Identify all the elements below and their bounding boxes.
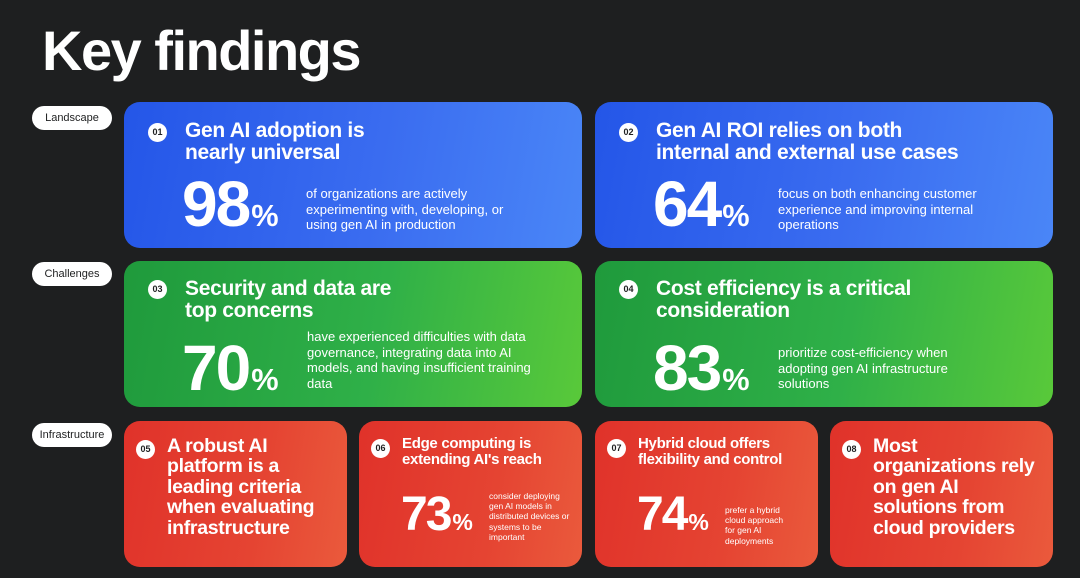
finding-card-07: 07 Hybrid cloud offers flexibility and c…	[595, 421, 818, 567]
finding-card-06: 06 Edge computing is extending AI's reac…	[359, 421, 582, 567]
finding-number-badge: 02	[619, 123, 638, 142]
finding-card-05: 05 A robust AI platform is a leading cri…	[124, 421, 347, 567]
finding-stat: 73%	[401, 491, 473, 539]
finding-title-line: consideration	[656, 299, 790, 323]
stat-value: 73	[401, 488, 452, 541]
stat-value: 98	[182, 168, 251, 240]
finding-stat: 70%	[182, 336, 279, 400]
finding-title-line: Gen AI adoption is	[185, 119, 365, 142]
finding-title-line: Cost efficiency is a critical	[656, 277, 912, 300]
finding-description: have experienced difficulties with data …	[307, 329, 531, 391]
stat-unit: %	[722, 198, 750, 233]
finding-stat: 64%	[653, 172, 750, 236]
finding-title: Hybrid cloud offers flexibility and cont…	[638, 435, 782, 468]
finding-title-line: internal and external use cases	[656, 141, 959, 165]
finding-card-01: 01 Gen AI adoption is nearly universal 9…	[124, 102, 582, 248]
finding-title-line: top concerns	[185, 299, 314, 323]
finding-description: prefer a hybrid cloud approach for gen A…	[725, 505, 784, 546]
section-label-landscape: Landscape	[32, 106, 112, 130]
finding-title: Gen AI adoption is nearly universal	[185, 119, 365, 165]
finding-title: A robust AI platform is a leading criter…	[167, 435, 315, 539]
finding-title-line: Gen AI ROI relies on both	[656, 119, 903, 142]
stat-value: 64	[653, 168, 722, 240]
stat-value: 74	[637, 488, 688, 541]
finding-title-line: nearly universal	[185, 141, 341, 165]
finding-card-04: 04 Cost efficiency is a critical conside…	[595, 261, 1053, 407]
finding-stat: 98%	[182, 172, 279, 236]
stat-unit: %	[688, 509, 709, 535]
page-title: Key findings	[42, 19, 362, 82]
section-label-challenges: Challenges	[32, 262, 112, 286]
stat-unit: %	[251, 362, 279, 397]
finding-number-badge: 08	[842, 440, 861, 459]
finding-title: Most organizations rely on gen AI soluti…	[873, 435, 1035, 539]
stat-unit: %	[722, 362, 750, 397]
finding-stat: 83%	[653, 336, 750, 400]
finding-card-03: 03 Security and data are top concerns 70…	[124, 261, 582, 407]
stat-unit: %	[452, 509, 473, 535]
finding-title-line: Security and data are	[185, 277, 392, 300]
finding-title: Security and data are top concerns	[185, 277, 392, 323]
stat-value: 70	[182, 332, 251, 404]
finding-number-badge: 07	[607, 439, 626, 458]
stat-value: 83	[653, 332, 722, 404]
finding-title: Gen AI ROI relies on both internal and e…	[656, 119, 959, 165]
finding-number-badge: 05	[136, 440, 155, 459]
section-label-infrastructure: Infrastructure	[32, 423, 112, 447]
finding-card-02: 02 Gen AI ROI relies on both internal an…	[595, 102, 1053, 248]
finding-number-badge: 01	[148, 123, 167, 142]
finding-title: Cost efficiency is a critical considerat…	[656, 277, 912, 323]
stat-unit: %	[251, 198, 279, 233]
finding-stat: 74%	[637, 491, 709, 539]
finding-card-08: 08 Most organizations rely on gen AI sol…	[830, 421, 1053, 567]
finding-title: Edge computing is extending AI's reach	[402, 435, 542, 468]
finding-number-badge: 03	[148, 280, 167, 299]
finding-number-badge: 06	[371, 439, 390, 458]
finding-description: focus on both enhancing customer experie…	[778, 186, 977, 233]
finding-number-badge: 04	[619, 280, 638, 299]
finding-description: of organizations are actively experiment…	[306, 186, 504, 233]
finding-description: consider deploying gen AI models in dist…	[489, 491, 570, 542]
finding-description: prioritize cost-efficiency when adopting…	[778, 345, 948, 392]
